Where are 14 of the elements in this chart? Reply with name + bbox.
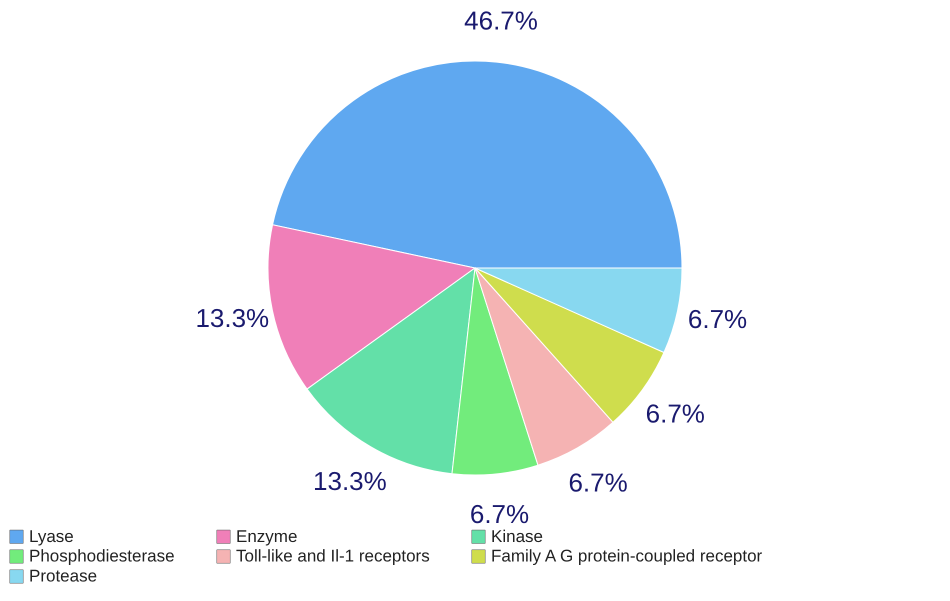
- legend-label: Kinase: [491, 526, 543, 546]
- legend-label: Family A G protein-coupled receptor: [491, 546, 763, 566]
- legend-label: Protease: [29, 566, 98, 586]
- data-label: 6.7%: [646, 398, 705, 428]
- data-label: 6.7%: [568, 467, 628, 498]
- data-label: 6.7%: [470, 498, 530, 529]
- data-label: 6.7%: [688, 304, 748, 334]
- legend-label: Enzyme: [236, 526, 298, 546]
- data-label: 46.7%: [464, 5, 538, 36]
- legend-label: Toll-like and Il-1 receptors: [236, 546, 430, 566]
- legend-label: Lyase: [29, 526, 74, 546]
- legend-label: Phosphodiesterase: [29, 546, 175, 566]
- data-label: 13.3%: [313, 466, 387, 496]
- data-label: 13.3%: [195, 303, 270, 334]
